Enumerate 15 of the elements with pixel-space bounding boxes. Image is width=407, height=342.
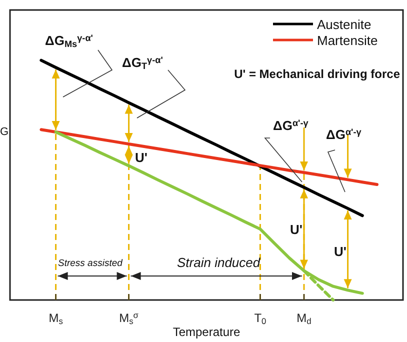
annotation: U' — [135, 150, 148, 165]
x-tick-label: T$_{0}$ — [254, 311, 267, 326]
x-axis-title: Temperature — [172, 325, 241, 339]
annotation: U' — [334, 244, 346, 259]
annotation: Strain induced — [177, 255, 261, 270]
annotation: ΔG$^{α'-γ}$ — [273, 118, 310, 133]
legend-label: Austenite — [317, 17, 372, 32]
y-axis-title: G — [0, 126, 9, 138]
annotation: U' = Mechanical driving force — [234, 67, 400, 81]
annotation: U' — [290, 222, 302, 237]
x-tick-label: M$_{d}$ — [296, 311, 312, 326]
annotation: Stress assisted — [58, 258, 124, 269]
x-tick-label: M$_{s}$ — [48, 311, 63, 326]
legend-label: Martensite — [317, 33, 378, 48]
annotation: ΔG$^{α'-γ}$ — [326, 126, 362, 142]
